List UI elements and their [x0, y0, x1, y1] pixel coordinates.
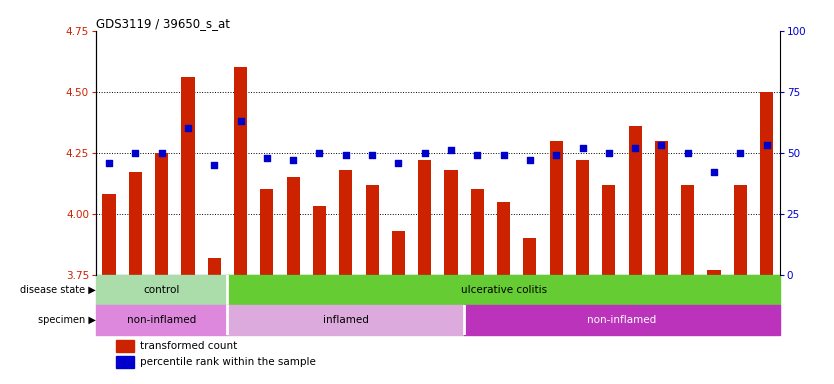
Bar — [96, 275, 228, 305]
Point — [497, 152, 510, 158]
Bar — [287, 177, 299, 275]
Point — [418, 150, 431, 156]
Text: ulcerative colitis: ulcerative colitis — [460, 285, 546, 295]
Text: percentile rank within the sample: percentile rank within the sample — [140, 357, 316, 367]
Point — [208, 162, 221, 168]
Point — [629, 145, 642, 151]
Bar — [117, 356, 133, 368]
Text: non-inflamed: non-inflamed — [127, 314, 196, 324]
Point — [313, 150, 326, 156]
Point — [103, 159, 116, 166]
Point — [445, 147, 458, 154]
Bar — [465, 305, 780, 334]
Text: specimen ▶: specimen ▶ — [38, 314, 96, 324]
Bar — [208, 258, 221, 275]
Bar — [392, 231, 405, 275]
Text: inflamed: inflamed — [323, 314, 369, 324]
Point — [734, 150, 747, 156]
Bar — [550, 141, 563, 275]
Point — [760, 142, 773, 149]
Point — [681, 150, 695, 156]
Bar — [260, 189, 274, 275]
Bar — [313, 207, 326, 275]
Bar — [234, 67, 247, 275]
Text: control: control — [143, 285, 180, 295]
Text: transformed count: transformed count — [140, 341, 238, 351]
Bar — [497, 202, 510, 275]
Point — [655, 142, 668, 149]
Point — [128, 150, 142, 156]
Text: non-inflamed: non-inflamed — [587, 314, 656, 324]
Point — [602, 150, 615, 156]
Point — [392, 159, 405, 166]
Point — [470, 152, 484, 158]
Bar — [707, 270, 721, 275]
Bar — [445, 170, 458, 275]
Bar — [760, 92, 773, 275]
Bar — [103, 194, 116, 275]
Point — [234, 118, 247, 124]
Bar — [576, 160, 589, 275]
Bar — [228, 275, 780, 305]
Bar — [365, 184, 379, 275]
Bar — [681, 184, 695, 275]
Point — [339, 152, 353, 158]
Bar — [602, 184, 615, 275]
Point — [365, 152, 379, 158]
Bar — [228, 305, 465, 334]
Point — [550, 152, 563, 158]
Bar — [339, 170, 353, 275]
Point — [181, 125, 194, 131]
Point — [155, 150, 168, 156]
Bar — [418, 160, 431, 275]
Point — [575, 145, 589, 151]
Point — [523, 157, 536, 163]
Bar — [155, 153, 168, 275]
Bar — [524, 238, 536, 275]
Point — [260, 155, 274, 161]
Bar — [655, 141, 668, 275]
Bar — [629, 126, 641, 275]
Bar — [182, 77, 194, 275]
Text: GDS3119 / 39650_s_at: GDS3119 / 39650_s_at — [96, 17, 230, 30]
Bar — [470, 189, 484, 275]
Point — [287, 157, 300, 163]
Bar — [734, 184, 747, 275]
Point — [707, 169, 721, 175]
Bar — [117, 340, 133, 352]
Bar — [128, 172, 142, 275]
Text: disease state ▶: disease state ▶ — [20, 285, 96, 295]
Bar — [96, 305, 228, 334]
